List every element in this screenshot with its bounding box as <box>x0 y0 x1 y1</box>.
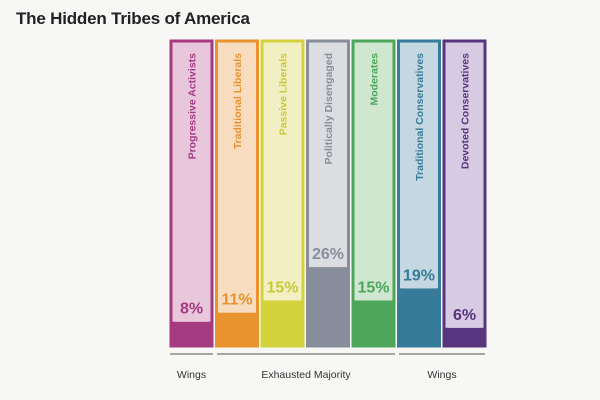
bar-category-label-traditional-liberals: Traditional Liberals <box>232 53 244 149</box>
bar-politically-disengaged <box>307 267 349 346</box>
bar-group-moderates: 15% Moderates <box>351 39 396 348</box>
bar-group-devoted-conservatives: 6% Devoted Conservatives <box>442 39 487 348</box>
bar-value-label-moderates: 15% <box>357 279 389 296</box>
group-label-exhausted-majority-2: Exhausted Majority <box>261 369 351 381</box>
bar-passive-liberals <box>262 300 303 346</box>
bar-devoted-conservatives <box>444 327 485 346</box>
bar-group-traditional-liberals: 11% Traditional Liberals <box>215 39 259 348</box>
bar-group-politically-disengaged: 26% Politically Disengaged <box>306 39 350 348</box>
bar-group-passive-liberals: 15% Passive Liberals <box>260 39 305 348</box>
bar-category-label-politically-disengaged: Politically Disengaged <box>323 53 335 164</box>
bar-traditional-liberals <box>216 312 258 346</box>
bar-group-progressive-activists: 8% Progressive Activists <box>169 39 214 348</box>
group-label-wings-3: Wings <box>427 369 456 381</box>
bar-outline-progressive-activists <box>169 39 214 348</box>
bar-value-label-devoted-conservatives: 6% <box>453 307 476 324</box>
bar-value-box-traditional-conservatives <box>402 260 436 289</box>
bar-background-devoted-conservatives <box>444 42 485 346</box>
bar-category-label-moderates: Moderates <box>369 53 381 106</box>
bar-value-box-passive-liberals <box>266 272 299 301</box>
bar-moderates <box>353 300 394 346</box>
bar-outline-traditional-conservatives <box>397 39 441 348</box>
bar-value-label-traditional-conservatives: 19% <box>403 267 435 284</box>
group-label-wings-1: Wings <box>177 369 206 381</box>
bar-value-box-progressive-activists <box>175 293 208 322</box>
bar-value-box-moderates <box>357 272 390 301</box>
bar-value-box-traditional-liberals <box>220 284 254 313</box>
bar-value-box-politically-disengaged <box>311 239 345 268</box>
bar-value-label-passive-liberals: 15% <box>266 279 298 296</box>
bar-outline-moderates <box>351 39 396 348</box>
bar-outline-passive-liberals <box>260 39 305 348</box>
bar-traditional-conservatives <box>398 288 440 346</box>
bar-outline-devoted-conservatives <box>442 39 487 348</box>
bar-category-label-traditional-conservatives: Traditional Conservatives <box>414 53 426 181</box>
bar-category-label-progressive-activists: Progressive Activists <box>187 53 199 160</box>
bar-value-box-devoted-conservatives <box>448 299 481 328</box>
bar-category-label-devoted-conservatives: Devoted Conservatives <box>460 53 472 169</box>
bar-outline-politically-disengaged <box>306 39 350 348</box>
bar-outline-traditional-liberals <box>215 39 259 348</box>
chart-title: The Hidden Tribes of America <box>16 9 250 28</box>
bar-progressive-activists <box>171 321 212 346</box>
bar-value-label-progressive-activists: 8% <box>180 301 203 318</box>
bar-category-label-passive-liberals: Passive Liberals <box>278 53 290 135</box>
bar-value-label-politically-disengaged: 26% <box>312 246 344 263</box>
bar-group-traditional-conservatives: 19% Traditional Conservatives <box>397 39 441 348</box>
bar-value-label-traditional-liberals: 11% <box>221 292 252 309</box>
